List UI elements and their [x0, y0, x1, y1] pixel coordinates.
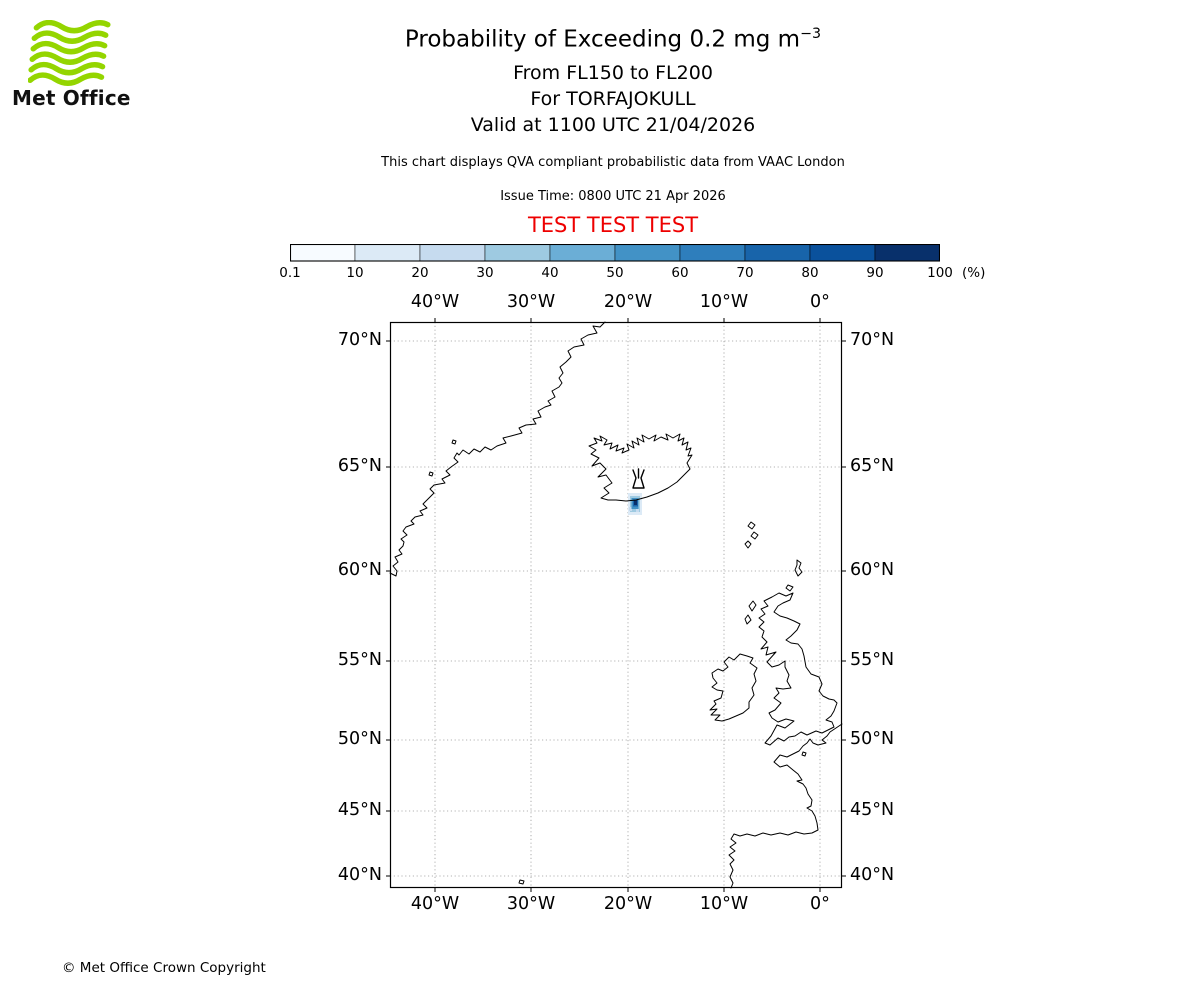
- colorbar-tick: 50: [606, 265, 624, 281]
- graticule: [390, 322, 842, 888]
- coastline-great-britain: [758, 592, 838, 746]
- map-canvas: [386, 318, 846, 892]
- logo-wave: [28, 72, 105, 86]
- y-axis-label-right: 40°N: [850, 865, 895, 885]
- coastline-ireland: [709, 653, 758, 722]
- coastline-greenland: [389, 321, 606, 577]
- copyright-notice: © Met Office Crown Copyright: [62, 960, 266, 976]
- test-banner: TEST TEST TEST: [527, 212, 699, 237]
- coastline-orkney: [785, 584, 794, 592]
- colorbar-swatches: [289, 243, 941, 262]
- y-axis-label-right: 50°N: [850, 729, 895, 749]
- probability-colorbar: 0.1 10 20 30 40 50 60 70 80 90 100 (%): [279, 243, 1000, 286]
- y-axis-label-left: 60°N: [337, 560, 382, 580]
- ash-probability-plume: [628, 493, 642, 515]
- flight-level-range: From FL150 to FL200: [513, 61, 713, 84]
- x-axis-label-top: 10°W: [699, 292, 749, 312]
- plume-cell: [636, 509, 639, 512]
- colorbar-tick: 60: [671, 265, 689, 281]
- volcano-icon: [632, 468, 645, 489]
- colorbar-tick: 70: [736, 265, 754, 281]
- y-axis-label-left: 50°N: [337, 729, 382, 749]
- logo-wave: [29, 51, 107, 65]
- axis-ticks: [386, 318, 846, 892]
- logo-wave: [30, 40, 108, 55]
- chart-title-exponent: −3: [800, 26, 822, 42]
- logo-wave: [28, 61, 106, 76]
- map-frame: [389, 321, 843, 889]
- coastline-iceland: [588, 433, 693, 502]
- logo-wave: [31, 30, 109, 44]
- x-axis-label-bottom: 20°W: [603, 894, 653, 914]
- plume-cell: [634, 500, 637, 505]
- y-axis-label-right: 55°N: [850, 650, 895, 670]
- coastline-faroe-islands: [744, 521, 759, 549]
- x-axis-label-top: 20°W: [603, 292, 653, 312]
- colorbar-tick: 40: [541, 265, 559, 281]
- y-axis-label-right: 70°N: [850, 330, 895, 350]
- met-office-logo-text: Met Office: [12, 86, 131, 110]
- y-axis-label-left: 70°N: [337, 330, 382, 350]
- colorbar-tick: 10: [346, 265, 364, 281]
- coastline-hebrides: [744, 600, 757, 625]
- colorbar-tick: 30: [476, 265, 494, 281]
- y-axis-label-right: 60°N: [850, 560, 895, 580]
- coastline-shetland: [794, 559, 803, 577]
- y-axis-label-left: 65°N: [337, 456, 382, 476]
- y-axis-label-right: 65°N: [850, 456, 895, 476]
- coastline-france-iberia: [728, 723, 843, 889]
- coastlines: [389, 321, 843, 889]
- valid-time-line: Valid at 1100 UTC 21/04/2026: [470, 113, 756, 136]
- x-axis-label-top: 30°W: [506, 292, 556, 312]
- met-office-logo-mark: [28, 20, 111, 86]
- x-axis-label-bottom: 0°: [810, 894, 830, 914]
- x-axis-label-bottom: 40°W: [410, 894, 460, 914]
- chart-header: Probability of Exceeding 0.2 mg m−3 From…: [13, 26, 1200, 237]
- plume-cell: [629, 507, 632, 511]
- logo-wave: [33, 20, 111, 34]
- islet-channel: [801, 751, 807, 757]
- x-axis-label-bottom: 10°W: [699, 894, 749, 914]
- chart-title: Probability of Exceeding 0.2 mg m−3: [13, 26, 1200, 53]
- volcano-name-line: For TORFAJOKULL: [530, 87, 696, 110]
- colorbar-unit: (%): [962, 265, 986, 281]
- x-axis-label-top: 0°: [810, 292, 830, 312]
- qva-note: This chart displays QVA compliant probab…: [381, 154, 845, 170]
- y-axis-label-left: 40°N: [337, 865, 382, 885]
- colorbar-tick: 20: [411, 265, 429, 281]
- x-axis-label-bottom: 30°W: [506, 894, 556, 914]
- colorbar-tick: 80: [801, 265, 819, 281]
- colorbar-tick: 90: [866, 265, 884, 281]
- colorbar-frame: [289, 243, 941, 262]
- x-axis-label-top: 40°W: [410, 292, 460, 312]
- colorbar-tick: 0.1: [279, 265, 301, 281]
- y-axis-label-left: 55°N: [337, 650, 382, 670]
- y-axis-label-right: 45°N: [850, 800, 895, 820]
- issue-time: Issue Time: 0800 UTC 21 Apr 2026: [500, 188, 726, 204]
- islet-greenland-offshore: [428, 439, 457, 477]
- y-axis-label-left: 45°N: [337, 800, 382, 820]
- islet-azores: [518, 879, 525, 885]
- colorbar-tick: 100: [927, 265, 953, 281]
- chart-title-text: Probability of Exceeding 0.2 mg m: [404, 26, 801, 53]
